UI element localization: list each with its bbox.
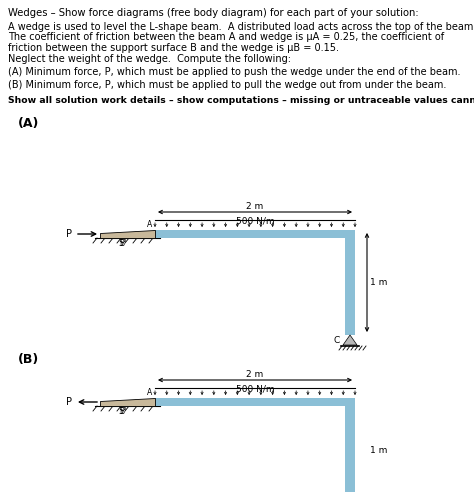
Text: B: B bbox=[119, 407, 125, 416]
Text: 5°: 5° bbox=[118, 407, 127, 416]
Text: 5°: 5° bbox=[118, 239, 127, 248]
Text: P: P bbox=[66, 397, 72, 407]
Text: 2 m: 2 m bbox=[246, 202, 264, 211]
Text: A: A bbox=[147, 220, 152, 229]
Text: 1 m: 1 m bbox=[370, 278, 387, 287]
Text: (B): (B) bbox=[18, 353, 39, 366]
Text: B: B bbox=[119, 239, 125, 248]
Bar bbox=[155, 230, 355, 238]
Text: A wedge is used to level the L-shape beam.  A distributed load acts across the t: A wedge is used to level the L-shape bea… bbox=[8, 22, 474, 32]
Text: P: P bbox=[66, 229, 72, 239]
Text: 500 N/m: 500 N/m bbox=[236, 385, 274, 394]
Text: Neglect the weight of the wedge.  Compute the following:: Neglect the weight of the wedge. Compute… bbox=[8, 54, 291, 63]
Text: friction between the support surface B and the wedge is μB = 0.15.: friction between the support surface B a… bbox=[8, 43, 339, 53]
Text: (B) Minimum force, P, which must be applied to pull the wedge out from under the: (B) Minimum force, P, which must be appl… bbox=[8, 81, 447, 91]
Bar bbox=[345, 230, 355, 335]
Polygon shape bbox=[100, 230, 155, 238]
Text: 500 N/m: 500 N/m bbox=[236, 217, 274, 226]
Text: 2 m: 2 m bbox=[246, 370, 264, 379]
Text: (A) Minimum force, P, which must be applied to push the wedge under the end of t: (A) Minimum force, P, which must be appl… bbox=[8, 67, 461, 77]
Bar bbox=[345, 398, 355, 492]
Text: (A): (A) bbox=[18, 117, 39, 129]
Text: Show all solution work details – show computations – missing or untraceable valu: Show all solution work details – show co… bbox=[8, 96, 474, 105]
Bar bbox=[155, 398, 355, 406]
Text: Wedges – Show force diagrams (free body diagram) for each part of your solution:: Wedges – Show force diagrams (free body … bbox=[8, 8, 419, 18]
Polygon shape bbox=[343, 335, 357, 345]
Text: C: C bbox=[334, 336, 340, 345]
Text: A: A bbox=[147, 388, 152, 397]
Text: 1 m: 1 m bbox=[370, 446, 387, 455]
Polygon shape bbox=[100, 398, 155, 406]
Text: The coefficient of friction between the beam A and wedge is μA = 0.25, the coeff: The coefficient of friction between the … bbox=[8, 32, 444, 42]
